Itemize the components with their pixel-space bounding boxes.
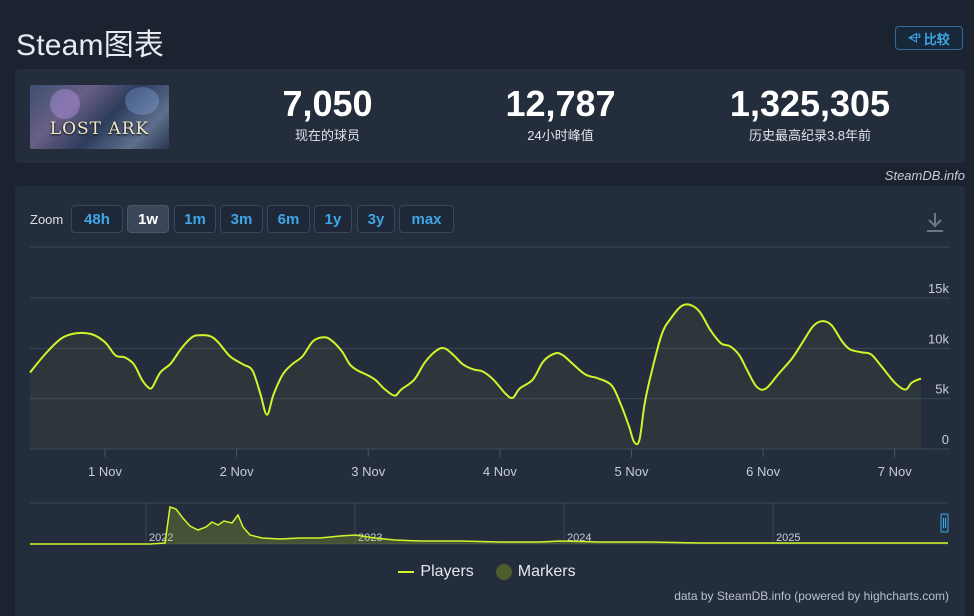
zoom-button-1y[interactable]: 1y	[314, 205, 352, 233]
y-tick-label: 10k	[928, 331, 949, 346]
peak-24h-stat: 12,787 24小时峰值	[418, 83, 703, 144]
x-tick-label: 7 Nov	[878, 464, 912, 479]
navigator[interactable]: 2022202320242025	[30, 502, 949, 545]
x-tick-label: 5 Nov	[615, 464, 649, 479]
legend-item-markers[interactable]: Markers	[495, 563, 576, 581]
compare-button[interactable]: ⩤³ 比较	[895, 26, 963, 50]
navigator-year-label: 2025	[776, 532, 800, 544]
game-thumbnail[interactable]: LOST ARK	[30, 85, 169, 149]
all-time-peak-value: 1,325,305	[729, 83, 891, 124]
navigator-handle[interactable]	[940, 513, 949, 533]
markers-legend-swatch	[495, 564, 512, 580]
peak-24h-label: 24小时峰值	[527, 128, 594, 143]
zoom-button-1m[interactable]: 1m	[174, 205, 216, 233]
legend-item-players[interactable]: Players	[398, 563, 474, 581]
players-legend-swatch	[398, 571, 415, 573]
navigator-year-label: 2022	[149, 532, 173, 544]
all-time-peak-label: 历史最高纪录3.8年前	[748, 128, 872, 143]
page-title: Steam图表	[16, 29, 165, 62]
chart-compare-icon: ⩤³	[908, 30, 921, 45]
steamdb-watermark: SteamDB.info	[884, 168, 965, 183]
compare-label: 比较	[923, 31, 950, 47]
navigator-series-line	[30, 506, 948, 545]
zoom-button-max[interactable]: max	[399, 205, 454, 233]
x-tick-label: 3 Nov	[351, 464, 385, 479]
stats-card: LOST ARK 7,050 现在的球员 12,787 24小时峰值 1,325…	[15, 69, 965, 163]
game-logo-text: LOST ARK	[49, 119, 150, 139]
y-tick-label: 5k	[935, 382, 949, 397]
y-tick-label: 0	[942, 432, 949, 447]
x-tick-label: 4 Nov	[483, 464, 517, 479]
zoom-button-6m[interactable]: 6m	[267, 205, 310, 233]
y-tick-label: 15k	[928, 281, 949, 296]
x-tick-label: 6 Nov	[746, 464, 780, 479]
players-series-line	[29, 303, 922, 446]
x-tick-label: 1 Nov	[88, 464, 122, 479]
legend-players-label: Players	[420, 563, 474, 580]
players-area	[30, 304, 922, 449]
current-players-stat: 7,050 现在的球员	[185, 83, 470, 144]
all-time-peak-stat: 1,325,305 历史最高纪录3.8年前	[660, 83, 960, 144]
navigator-area	[30, 507, 948, 544]
zoom-button-1w[interactable]: 1w	[127, 205, 169, 233]
zoom-label: Zoom	[30, 212, 64, 227]
legend-markers-label: Markers	[517, 563, 576, 580]
zoom-button-3m[interactable]: 3m	[220, 205, 263, 233]
legend: Players Markers	[0, 563, 974, 581]
x-tick-label: 2 Nov	[220, 464, 254, 479]
peak-24h-value: 12,787	[505, 83, 616, 124]
zoom-button-48h[interactable]: 48h	[71, 205, 123, 233]
chart-credit: data by SteamDB.info (powered by highcha…	[674, 589, 949, 603]
download-icon[interactable]	[924, 210, 946, 234]
current-players-label: 现在的球员	[294, 128, 360, 143]
zoom-button-3y[interactable]: 3y	[357, 205, 395, 233]
current-players-value: 7,050	[282, 83, 373, 124]
